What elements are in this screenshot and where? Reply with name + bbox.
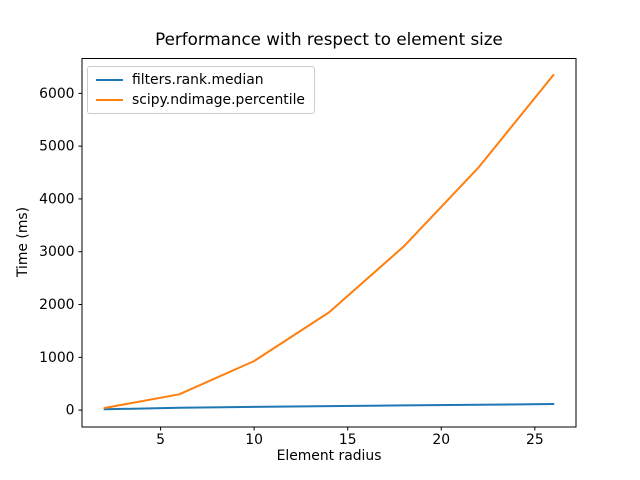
x-tick-label: 20 [432, 432, 450, 448]
y-axis-label: Time (ms) [15, 206, 31, 278]
axes-spines [81, 58, 577, 428]
x-tick-label: 25 [526, 432, 544, 448]
legend-label: scipy.ndimage.percentile [132, 92, 305, 108]
chart-title: Performance with respect to element size [155, 29, 503, 49]
x-tick-label: 10 [245, 432, 263, 448]
y-tick-label: 3000 [39, 244, 74, 260]
x-tick-label: 5 [156, 432, 165, 448]
legend: filters.rank.median scipy.ndimage.percen… [87, 66, 315, 114]
x-tick-label: 15 [339, 432, 357, 448]
legend-item-scipy-ndimage-percentile: scipy.ndimage.percentile [96, 92, 305, 108]
legend-line-sample-icon [96, 99, 123, 101]
x-axis-label: Element radius [276, 448, 382, 464]
series-line-filters-rank-median [103, 403, 555, 411]
y-tick-label: 1000 [39, 350, 74, 366]
legend-line-sample-icon [96, 79, 123, 81]
y-tick-label: 6000 [39, 86, 74, 102]
legend-label: filters.rank.median [132, 72, 264, 88]
y-tick-label: 4000 [39, 191, 74, 207]
series-line-scipy-ndimage-percentile [103, 73, 555, 409]
y-tick-label: 0 [66, 403, 75, 419]
legend-item-filters-rank-median: filters.rank.median [96, 72, 305, 88]
y-tick-label: 5000 [39, 139, 74, 155]
y-tick-label: 2000 [39, 297, 74, 313]
